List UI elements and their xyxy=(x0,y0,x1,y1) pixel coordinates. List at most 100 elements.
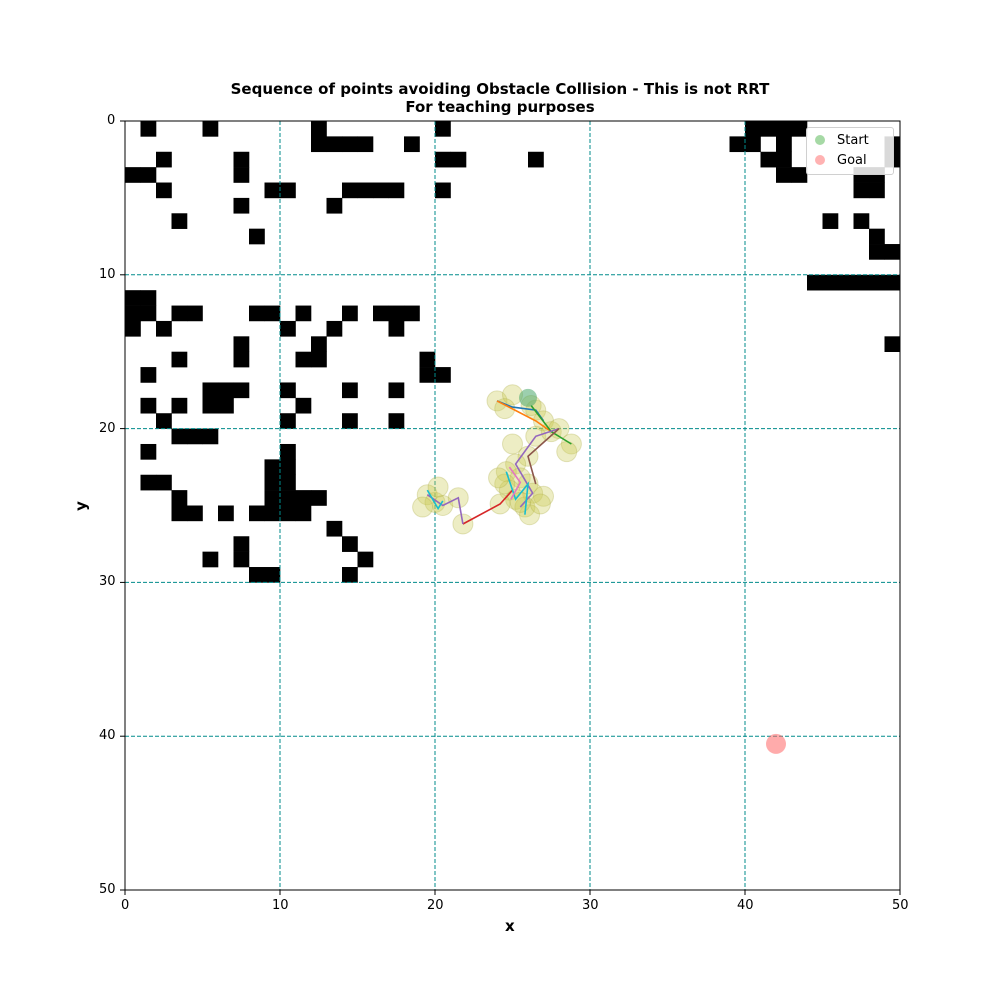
obstacle-cell xyxy=(202,551,219,568)
obstacle-cell xyxy=(884,336,901,352)
obstacle-cell xyxy=(388,320,405,337)
obstacle-cell xyxy=(528,151,544,168)
obstacle-cell xyxy=(264,305,281,322)
obstacle-cell xyxy=(156,413,172,429)
sample-point xyxy=(533,485,554,507)
y-tick-label: 50 xyxy=(99,882,116,897)
obstacle-cell xyxy=(140,290,157,306)
legend-label-goal: Goal xyxy=(837,152,867,168)
obstacle-cell xyxy=(171,428,188,445)
obstacle-cell xyxy=(342,382,358,399)
obstacle-cell xyxy=(435,151,451,168)
obstacle-cell xyxy=(869,274,885,291)
obstacle-cell xyxy=(295,490,312,506)
path-segment xyxy=(462,489,514,525)
obstacle-cell xyxy=(342,567,358,583)
path-segment xyxy=(505,471,530,515)
obstacle-cell xyxy=(869,244,885,260)
obstacle-cell xyxy=(311,490,327,506)
obstacle-cell xyxy=(776,167,792,183)
obstacle-cell xyxy=(776,121,792,137)
obstacle-cell xyxy=(125,305,141,322)
obstacle-cell xyxy=(171,305,188,322)
obstacle-cell xyxy=(760,121,777,137)
obstacle-cell xyxy=(140,397,157,414)
obstacle-cell xyxy=(187,305,203,322)
obstacle-cell xyxy=(140,121,157,137)
x-tick-label: 50 xyxy=(892,898,909,913)
obstacle-cell xyxy=(404,305,420,322)
obstacle-cell xyxy=(776,136,792,153)
obstacle-cell xyxy=(729,136,746,153)
obstacle-cell xyxy=(218,505,234,522)
obstacle-cell xyxy=(357,182,374,199)
obstacle-cell xyxy=(218,397,234,414)
obstacle-cell xyxy=(388,182,405,199)
obstacle-cell xyxy=(280,382,296,399)
obstacle-cell xyxy=(140,305,157,322)
obstacle-cell xyxy=(388,413,405,429)
path-segment xyxy=(527,428,560,485)
obstacle-cell xyxy=(326,520,343,537)
x-tick-label: 10 xyxy=(272,898,289,913)
obstacle-cell xyxy=(264,567,281,583)
obstacle-cell xyxy=(295,351,312,368)
obstacle-cell xyxy=(853,182,870,199)
obstacle-cell xyxy=(419,367,436,383)
obstacle-cell xyxy=(264,474,281,491)
sample-point xyxy=(494,398,516,420)
obstacle-cell xyxy=(264,490,281,506)
obstacle-cell xyxy=(202,121,219,137)
obstacle-cell xyxy=(807,274,823,291)
obstacle-cell xyxy=(373,182,389,199)
sample-point xyxy=(488,467,510,489)
sample-point xyxy=(519,504,541,526)
obstacle-cell xyxy=(342,136,358,153)
obstacle-cell xyxy=(125,290,141,306)
obstacle-cell xyxy=(171,397,188,414)
obstacle-cell xyxy=(822,274,839,291)
obstacle-cell xyxy=(311,351,327,368)
obstacle-cell xyxy=(295,397,312,414)
chart-title: Sequence of points avoiding Obstacle Col… xyxy=(230,80,770,98)
obstacle-cell xyxy=(342,413,358,429)
y-tick-label: 20 xyxy=(99,420,116,436)
obstacle-cell xyxy=(326,320,343,337)
obstacle-cell xyxy=(264,459,281,476)
obstacle-cell xyxy=(233,351,250,368)
obstacle-cell xyxy=(311,121,327,137)
obstacle-cell xyxy=(125,167,141,183)
obstacle-cell xyxy=(218,382,234,399)
obstacle-cell xyxy=(342,182,358,199)
obstacle-cell xyxy=(249,228,265,245)
obstacle-cell xyxy=(373,305,389,322)
obstacle-cell xyxy=(357,551,374,568)
obstacle-cell xyxy=(760,151,777,168)
x-axis-label: x xyxy=(505,917,515,935)
obstacle-cell xyxy=(745,121,761,137)
path-segment xyxy=(496,400,552,433)
obstacle-cell xyxy=(342,536,358,552)
y-tick-label: 30 xyxy=(99,574,116,590)
obstacle-cell xyxy=(326,136,343,153)
x-tick-label: 0 xyxy=(121,898,130,913)
start-marker-icon xyxy=(815,135,825,145)
obstacle-cell xyxy=(249,567,265,583)
obstacle-cell xyxy=(233,197,250,214)
start-marker xyxy=(519,388,537,407)
obstacle-cell xyxy=(156,474,172,491)
path-segment xyxy=(426,489,444,511)
y-tick-label: 40 xyxy=(99,728,116,744)
sample-point xyxy=(556,441,578,463)
obstacle-cell xyxy=(171,351,188,368)
sample-point xyxy=(502,433,523,455)
obstacle-cell xyxy=(884,274,901,291)
obstacle-cell xyxy=(280,443,296,460)
obstacle-cell xyxy=(140,474,157,491)
path-segment xyxy=(508,466,522,500)
obstacle-cell xyxy=(280,413,296,429)
obstacle-cell xyxy=(884,244,901,260)
obstacle-cell xyxy=(202,397,219,414)
obstacle-cell xyxy=(249,305,265,322)
